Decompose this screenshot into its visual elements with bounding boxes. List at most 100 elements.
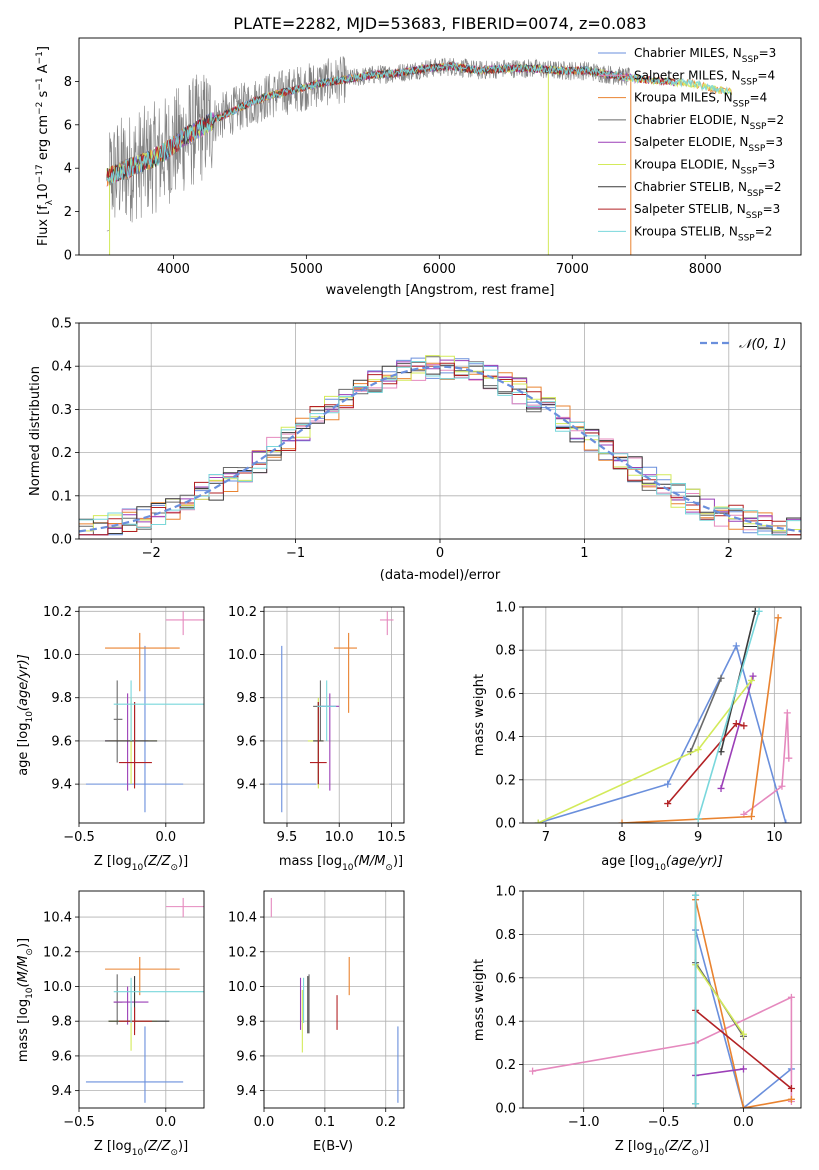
label-part: )] <box>699 1139 709 1154</box>
series-marker <box>782 819 790 823</box>
label-part: Kroupa MILES, N <box>634 91 733 105</box>
mass-weight-series <box>529 993 795 1105</box>
y-tick-label: 10.4 <box>228 911 257 926</box>
label-part: Kroupa STELIB, N <box>634 224 738 238</box>
plot-area-massweight_vs_Z <box>529 891 795 1108</box>
label-part: SSP <box>750 122 767 132</box>
x-tick-label: 8000 <box>689 262 722 277</box>
label-part: ⊙ <box>691 1148 699 1158</box>
x-tick-label: 0 <box>436 546 444 561</box>
series-marker <box>692 1100 700 1108</box>
error-bar-point <box>269 645 317 813</box>
y-tick-label: 2 <box>64 205 72 220</box>
axes-residuals: −2 −1 0 1 2 0.0 0.1 0.2 0.3 0.4 0.5 (data-model)/er… <box>28 317 802 583</box>
label-part: 10 <box>342 863 354 873</box>
legend-entry: Kroupa ELODIE, NSSP=3 <box>634 158 775 177</box>
label-part: SSP <box>747 189 764 199</box>
label-part: =2 <box>764 180 782 194</box>
series-marker <box>787 993 795 1001</box>
error-bar-point <box>334 632 357 713</box>
axes-mass_vs_Z: −0.5 0.09.49.69.810.010.210.4Z [log10(Z/Z… <box>16 890 205 1158</box>
error-bar-point <box>85 1026 184 1103</box>
series-line <box>532 996 793 1102</box>
model-spectrum-line <box>106 62 679 183</box>
x-axis-label: (data-model)/error <box>380 568 501 583</box>
error-bar-point <box>307 697 324 789</box>
axes-age_vs_Z: −0.5 0.09.49.69.810.010.2Z [log10(Z/Z⊙)]a… <box>16 605 205 873</box>
label-part: =3 <box>765 135 783 149</box>
x-tick-label: 4000 <box>157 262 190 277</box>
series-line <box>720 675 754 789</box>
y-tick-label: 10.0 <box>43 980 72 995</box>
label-part: SSP <box>733 100 750 110</box>
y-tick-label: 6 <box>64 118 72 133</box>
label-part: −17 <box>35 164 45 183</box>
legend-entry: Kroupa STELIB, NSSP=2 <box>634 224 772 243</box>
series-marker <box>732 720 740 728</box>
label-part: Z [log <box>615 1139 653 1154</box>
residual-histogram <box>79 359 801 536</box>
label-part: Chabrier ELODIE, N <box>634 113 750 127</box>
figure-title: PLATE=2282, MJD=53683, FIBERID=0074, z=0… <box>233 14 646 33</box>
series-marker <box>783 709 791 717</box>
axes-age_vs_mass: 9.5 10.0 10.5 9.4 9.6 9.8 10.0 10.2 mass [log10(… <box>228 605 406 873</box>
error-bar-point <box>165 897 204 918</box>
error-bar-point <box>105 956 180 996</box>
axes-frame <box>522 606 802 824</box>
y-tick-label: 9.6 <box>51 734 72 749</box>
label-part: 10 <box>25 987 35 999</box>
y-tick-label: 9.4 <box>236 1084 257 1099</box>
x-axis-label: mass [log10(M/M⊙)] <box>279 854 403 873</box>
label-part: ⊙ <box>385 863 393 873</box>
error-bar-point <box>165 611 204 636</box>
y-axis-label: Flux [fλ10−17 erg cm−2 s−1 A−1] <box>35 46 55 246</box>
legend-entry: Chabrier ELODIE, NSSP=2 <box>634 113 784 132</box>
label-part: SSP <box>742 55 759 65</box>
label-part: =2 <box>755 224 773 238</box>
label-part: SSP <box>746 211 763 221</box>
series-marker <box>785 754 793 762</box>
y-tick-label: 9.4 <box>236 778 257 793</box>
label-part: (M/M <box>16 956 31 988</box>
series-marker <box>694 746 702 754</box>
series-marker <box>529 1067 537 1075</box>
label-part: (age/yr)] <box>666 854 723 869</box>
y-tick-label: 1.0 <box>495 601 516 616</box>
x-axis-label: age [log10(age/yr)] <box>601 854 723 873</box>
gaussian-reference-curve <box>79 365 801 533</box>
series-line <box>689 677 722 753</box>
error-bar-point <box>118 702 152 789</box>
label-part: Salpeter ELODIE, N <box>634 135 748 149</box>
y-tick-label: 0.2 <box>495 1058 516 1073</box>
x-tick-label: 6000 <box>423 262 456 277</box>
y-tick-label: 9.4 <box>51 1084 72 1099</box>
label-part: age [log <box>16 723 31 776</box>
label-part: Salpeter STELIB, N <box>634 202 746 216</box>
error-bar-point <box>321 693 340 791</box>
y-axis-label: mass weight <box>472 674 487 756</box>
y-tick-label: 0.8 <box>495 928 516 943</box>
series-marker <box>755 607 763 615</box>
error-bar-point <box>105 632 180 692</box>
label-part: ⊙ <box>25 948 35 956</box>
y-tick-label: 0.6 <box>495 687 516 702</box>
y-tick-label: 10.0 <box>228 648 257 663</box>
y-tick-label: 10.2 <box>43 945 72 960</box>
y-tick-label: 9.6 <box>236 1049 257 1064</box>
y-tick-label: 4 <box>64 162 72 177</box>
y-tick-label: 10.2 <box>228 945 257 960</box>
label-part: s <box>36 90 51 101</box>
y-tick-label: 1.0 <box>495 885 516 900</box>
label-part: ] <box>36 46 51 51</box>
y-tick-label: 10.4 <box>43 911 72 926</box>
y-tick-label: 0.5 <box>51 317 72 332</box>
mass-weight-series <box>618 614 782 823</box>
x-axis-label: Z [log10(Z/Z⊙)] <box>94 1139 188 1158</box>
y-tick-label: 0 <box>64 249 72 264</box>
series-line <box>537 643 787 823</box>
label-part: Salpeter MILES, N <box>634 68 741 82</box>
label-part: Z [log <box>94 1139 132 1154</box>
axes-frame <box>78 890 205 1109</box>
x-tick-label: −2 <box>142 546 161 561</box>
label-part: (M/M <box>354 854 386 869</box>
